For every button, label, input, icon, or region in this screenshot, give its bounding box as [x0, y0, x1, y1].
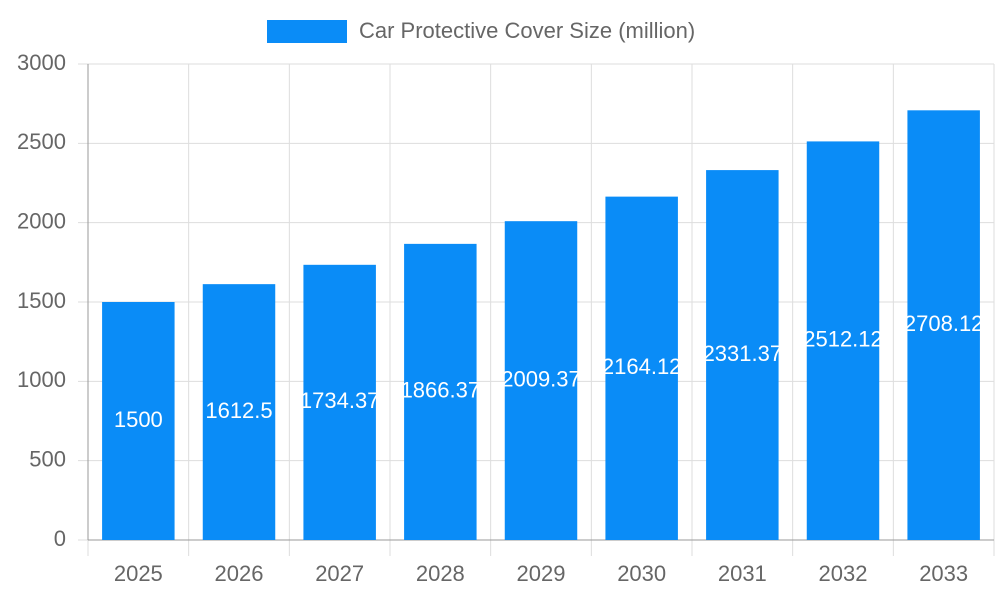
x-tick-label: 2030: [617, 561, 666, 586]
y-tick-label: 2500: [17, 129, 66, 154]
x-tick-label: 2025: [114, 561, 163, 586]
bar: [102, 302, 175, 540]
bar: [504, 221, 578, 540]
y-tick-label: 2000: [17, 208, 66, 233]
bar: [806, 141, 880, 541]
x-tick-label: 2032: [819, 561, 868, 586]
y-tick-label: 3000: [17, 50, 66, 75]
data-label: 2164.12: [602, 354, 682, 379]
data-label: 1500: [114, 407, 163, 432]
y-tick-label: 1500: [17, 288, 66, 313]
x-tick-label: 2031: [718, 561, 767, 586]
y-tick-label: 500: [29, 446, 66, 471]
legend-label: Car Protective Cover Size (million): [359, 18, 695, 43]
x-tick-label: 2027: [315, 561, 364, 586]
x-tick-label: 2026: [215, 561, 264, 586]
bar: [303, 264, 376, 540]
y-tick-label: 1000: [17, 367, 66, 392]
data-label: 2708.12: [904, 311, 984, 336]
data-label: 2512.12: [803, 327, 883, 352]
data-label: 1866.37: [401, 378, 481, 403]
x-tick-label: 2029: [517, 561, 566, 586]
bar: [202, 284, 276, 540]
data-label: 2331.37: [703, 341, 783, 366]
bar: [907, 110, 980, 540]
bar: [706, 170, 779, 540]
data-label: 1612.5: [205, 398, 272, 423]
y-tick-label: 0: [54, 526, 66, 551]
x-tick-label: 2028: [416, 561, 465, 586]
data-label: 2009.37: [501, 366, 581, 391]
bar: [404, 243, 477, 540]
data-label: 1734.37: [300, 388, 380, 413]
bar: [605, 196, 678, 541]
legend-swatch: [267, 20, 347, 43]
x-tick-label: 2033: [919, 561, 968, 586]
